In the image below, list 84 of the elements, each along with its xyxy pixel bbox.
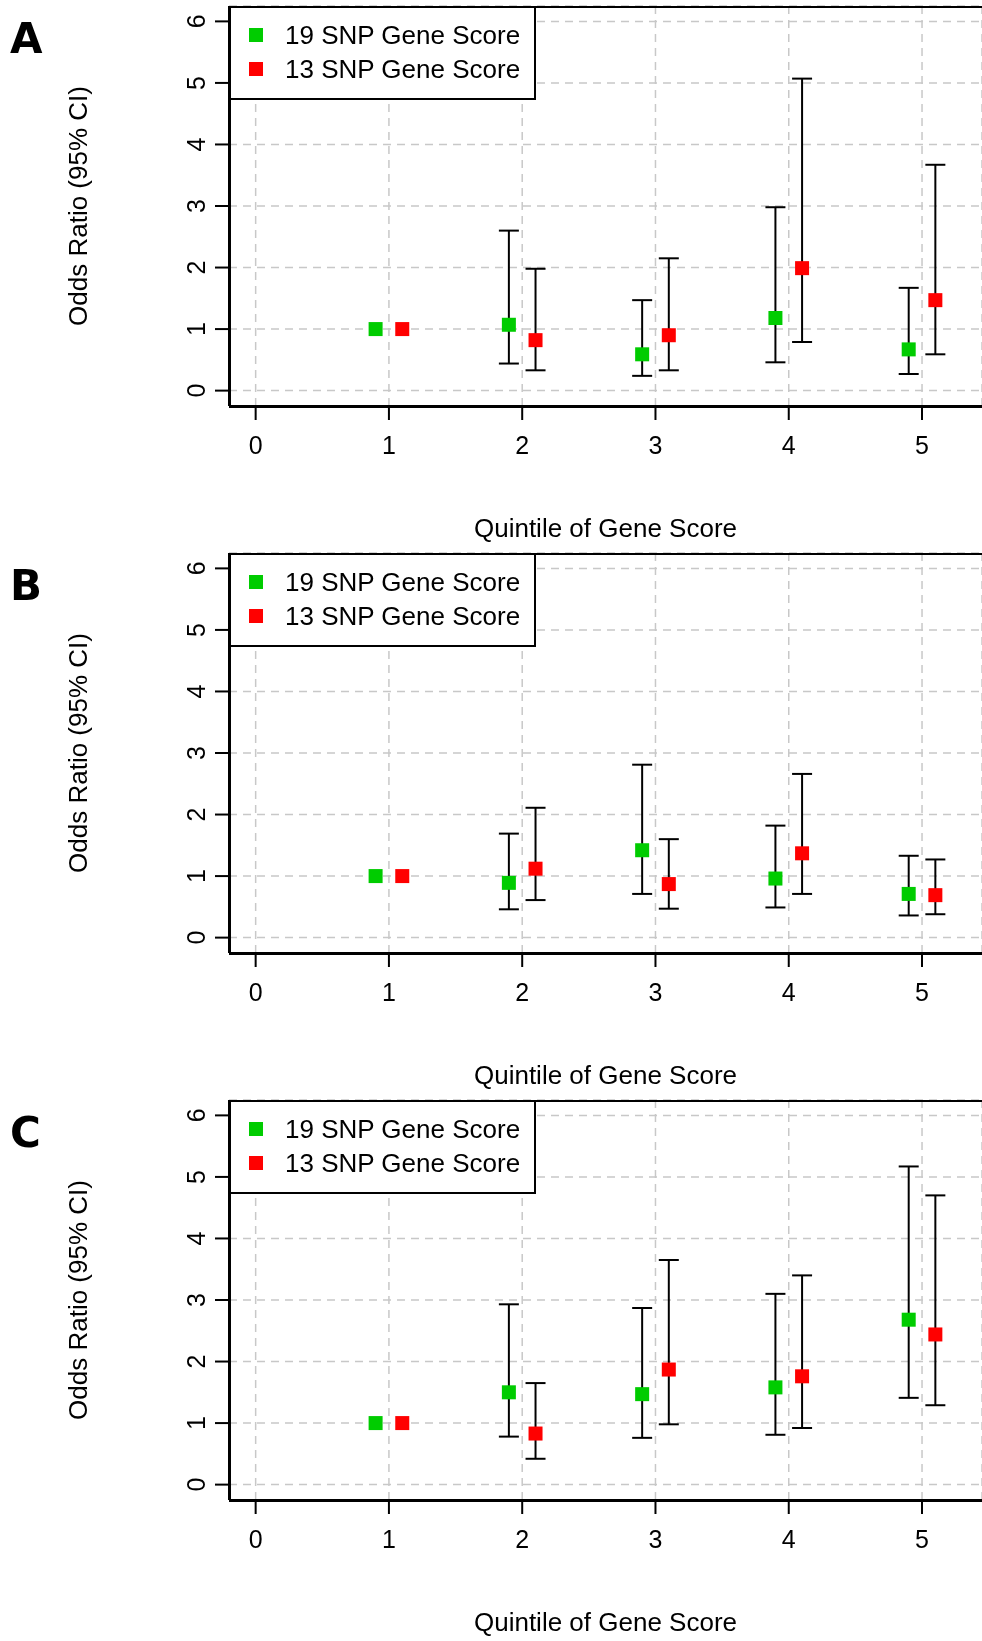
point (928, 293, 943, 308)
x-tick-label: 4 (781, 430, 796, 459)
point (661, 1362, 676, 1377)
point (795, 846, 810, 861)
point (395, 869, 410, 884)
y-tick-label: 1 (182, 322, 210, 337)
text: C (10, 1108, 41, 1157)
point (661, 877, 676, 892)
point (795, 261, 810, 276)
y-tick-label: 6 (182, 14, 210, 29)
point (501, 875, 516, 890)
y-tick-label: 2 (182, 260, 210, 275)
point (901, 886, 916, 901)
point (395, 1416, 410, 1431)
x-tick-label: 0 (248, 1524, 263, 1553)
x-axis-title: Quintile of Gene Score (473, 1607, 738, 1637)
x-tick-label: 3 (648, 430, 663, 459)
x-tick-label: 2 (515, 430, 530, 459)
y-tick-label: 4 (182, 137, 210, 152)
y-tick-label: 5 (182, 622, 210, 637)
point (501, 1385, 516, 1400)
point (901, 342, 916, 357)
point (635, 347, 650, 362)
x-tick-label: 3 (648, 1524, 663, 1553)
point (635, 1387, 650, 1402)
y-tick-label: 6 (182, 561, 210, 576)
point (928, 1327, 943, 1342)
point (928, 888, 943, 903)
y-axis-title: Odds Ratio (95% CI) (63, 633, 94, 873)
x-tick-label: 5 (915, 1524, 929, 1553)
y-tick-label: 3 (182, 1293, 210, 1307)
y-tick-label: 1 (182, 869, 210, 884)
y-tick-label: 5 (182, 1169, 210, 1184)
y-axis-title: Odds Ratio (95% CI) (63, 1180, 94, 1420)
point (368, 869, 383, 884)
point (395, 322, 410, 337)
x-tick-label: 1 (381, 1524, 396, 1553)
point (661, 328, 676, 343)
point (528, 861, 543, 876)
x-tick-label: 2 (515, 977, 530, 1006)
point (795, 1369, 810, 1384)
legend-label: 19 SNP Gene Score (285, 19, 521, 52)
point (501, 317, 516, 332)
point (368, 1416, 383, 1431)
x-tick-label: 5 (915, 977, 929, 1006)
y-tick-label: 4 (182, 684, 210, 699)
x-tick-label: 1 (381, 977, 396, 1006)
point (768, 311, 783, 325)
y-axis-title: Odds Ratio (95% CI) (63, 86, 94, 326)
x-tick-label: 0 (248, 430, 263, 459)
y-tick-label: 5 (182, 75, 210, 90)
legend-label: 13 SNP Gene Score (285, 1147, 521, 1180)
legend-label: 13 SNP Gene Score (285, 53, 521, 86)
y-tick-label: 1 (182, 1416, 210, 1431)
y-tick-label: 2 (182, 1354, 210, 1369)
y-tick-label: 0 (182, 383, 210, 398)
x-tick-label: 2 (515, 1524, 530, 1553)
x-tick-label: 4 (781, 977, 796, 1006)
y-tick-label: 0 (182, 930, 210, 945)
legend-label: 19 SNP Gene Score (285, 566, 521, 599)
y-tick-label: 0 (182, 1477, 210, 1492)
x-tick-label: 3 (648, 977, 663, 1006)
text: A (10, 14, 43, 63)
point (528, 333, 543, 348)
legend-label: 19 SNP Gene Score (285, 1113, 521, 1146)
y-tick-label: 3 (182, 199, 210, 213)
y-tick-label: 3 (182, 746, 210, 760)
y-tick-label: 6 (182, 1108, 210, 1123)
point (901, 1312, 916, 1327)
x-tick-label: 0 (248, 977, 263, 1006)
point (635, 843, 650, 858)
point (768, 871, 783, 886)
point (768, 1380, 783, 1395)
y-tick-label: 4 (182, 1231, 210, 1246)
point (528, 1426, 543, 1441)
x-tick-label: 1 (381, 430, 396, 459)
x-tick-label: 5 (915, 430, 929, 459)
x-axis-title: Quintile of Gene Score (473, 513, 738, 543)
x-tick-label: 4 (781, 1524, 796, 1553)
x-axis-title: Quintile of Gene Score (473, 1060, 738, 1090)
legend-label: 13 SNP Gene Score (285, 600, 521, 633)
point (368, 322, 383, 337)
text: B (10, 561, 43, 610)
y-tick-label: 2 (182, 807, 210, 822)
